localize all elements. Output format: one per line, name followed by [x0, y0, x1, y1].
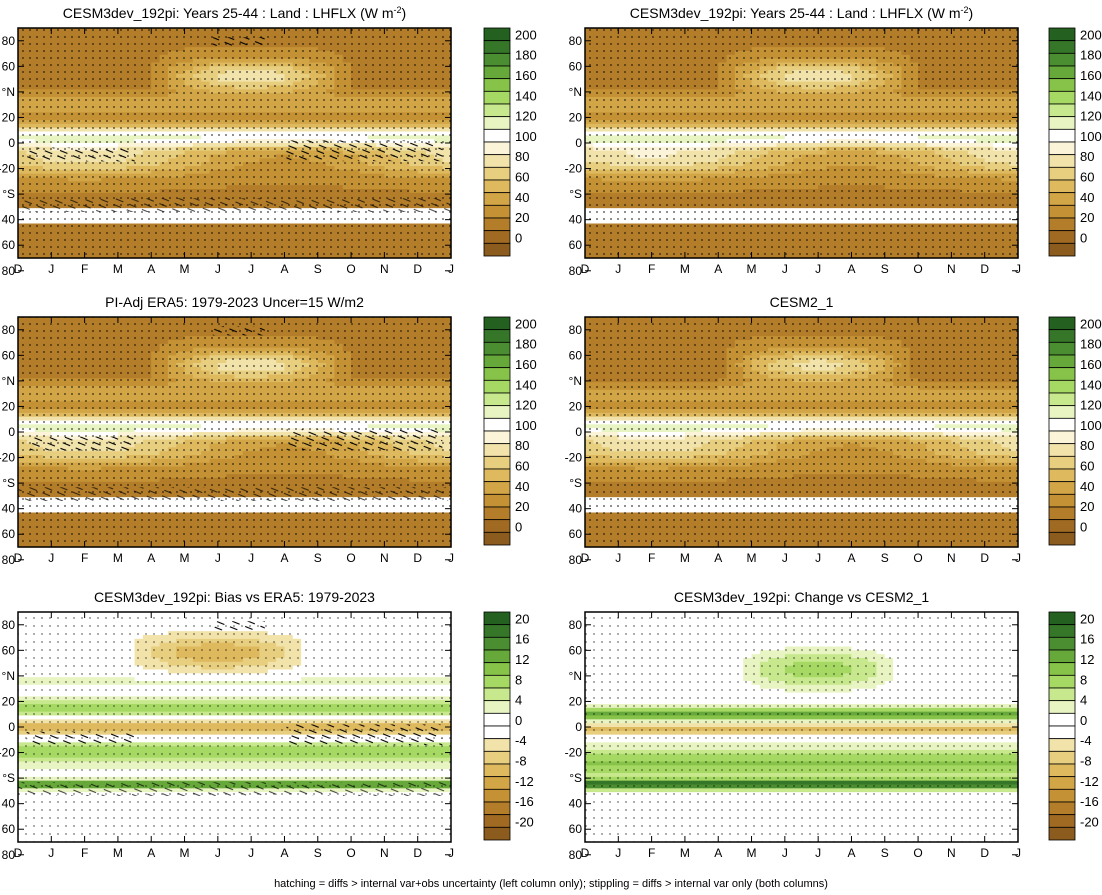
colorbar-box	[483, 128, 511, 143]
y-tick-label: 0	[8, 136, 15, 150]
panel-p1: CESM3dev_192pi: Years 25-44 : Land : LHF…	[0, 5, 537, 278]
colorbar-box	[483, 90, 511, 105]
colorbar-label: 40	[515, 190, 529, 205]
x-tick-label: J	[215, 262, 221, 276]
y-tick-label: 40	[2, 213, 16, 227]
hatching-region	[26, 147, 135, 162]
panel-title: CESM3dev_192pi: Years 25-44 : Land : LHF…	[63, 5, 406, 21]
colorbar-label: 0	[515, 230, 522, 245]
panel-title-sup: -2	[394, 5, 402, 15]
colorbar-label: 20	[515, 210, 529, 225]
colorbar-label: 80	[515, 149, 529, 164]
colorbar-box	[483, 192, 511, 206]
x-tick-label: N	[380, 262, 389, 276]
colorbar-label: 180	[515, 48, 537, 63]
colorbar-label: 120	[515, 109, 537, 124]
y-tick-label: °N	[2, 85, 15, 99]
x-tick-label: M	[113, 262, 123, 276]
colorbar-box	[483, 141, 511, 156]
hatching-region	[286, 140, 443, 162]
panel-title-end: )	[402, 5, 407, 21]
x-tick-label: S	[314, 262, 322, 276]
panel-title-end: )	[969, 5, 974, 21]
x-tick-label: D	[413, 262, 422, 276]
panel-title-main: CESM3dev_192pi: Years 25-44 : Land : LHF…	[630, 5, 961, 21]
colorbar-label: 100	[515, 129, 537, 144]
panel-title-main: CESM3dev_192pi: Years 25-44 : Land : LHF…	[63, 5, 394, 21]
x-tick-label: D	[14, 262, 23, 276]
x-tick-label: M	[180, 262, 190, 276]
y-tick-label: 60	[2, 59, 16, 73]
y-tick-label: 60	[2, 238, 16, 252]
y-tick-label: °S	[2, 187, 15, 201]
colorbar-box	[483, 116, 511, 130]
hatching-region	[18, 198, 451, 212]
x-tick-label: O	[346, 262, 355, 276]
colorbar-label: 200	[515, 27, 537, 42]
panel-title: CESM3dev_192pi: Years 25-44 : Land : LHF…	[630, 5, 973, 21]
colorbar-box	[483, 154, 511, 168]
colorbar-box	[483, 179, 511, 194]
y-tick-label: -20	[0, 162, 15, 176]
colorbar-box	[483, 217, 511, 232]
hatching-region	[212, 37, 265, 47]
colorbar-box	[483, 40, 511, 54]
colorbar-label: 140	[515, 88, 537, 103]
colorbar-box	[483, 103, 511, 118]
colorbar-label: 60	[515, 170, 529, 185]
x-tick-label: A	[147, 262, 155, 276]
colorbar-box	[483, 166, 511, 181]
x-tick-label: J	[48, 262, 54, 276]
colorbar-box	[483, 204, 511, 219]
colorbar-box	[483, 242, 511, 257]
colorbar-box	[483, 27, 511, 42]
y-tick-label: 80	[2, 34, 16, 48]
panel-title-sup: -2	[961, 5, 969, 15]
colorbar-box	[483, 230, 511, 244]
x-tick-label: J	[448, 262, 454, 276]
colorbar-box	[483, 65, 511, 80]
colorbar-box	[483, 52, 511, 67]
panel-p2: CESM3dev_192pi: Years 25-44 : Land : LHF…	[565, 5, 1102, 278]
x-tick-label: F	[81, 262, 88, 276]
colorbar-box	[483, 78, 511, 92]
colorbar-label: 160	[515, 68, 537, 83]
x-tick-label: A	[280, 262, 288, 276]
x-tick-label: J	[248, 262, 254, 276]
y-tick-label: 20	[2, 110, 16, 124]
